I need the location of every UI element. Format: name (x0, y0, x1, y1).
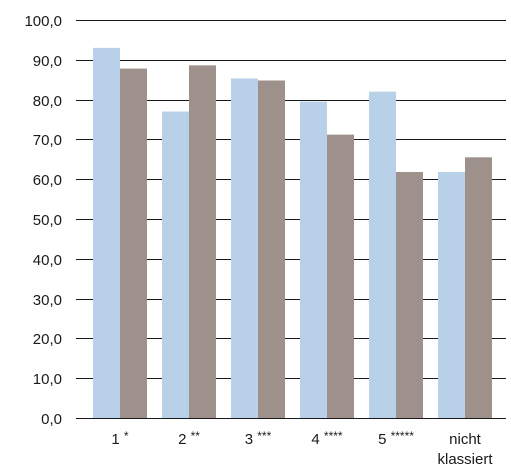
bar-series-2-0 (120, 68, 147, 418)
x-tick-label: nicht (449, 431, 482, 448)
bar-series-2-4 (396, 172, 423, 418)
bar-series-1-2 (231, 78, 258, 419)
y-tick-label: 100,0 (24, 13, 62, 30)
x-axis-tick-labels: 1 * 2 ** 3 *** 4 **** 5 ***** nicht klassiert (111, 429, 493, 468)
x-tick-label: 2 ** (178, 429, 200, 448)
x-tick-label: 4 **** (311, 429, 343, 448)
bar-series-1-1 (162, 111, 189, 418)
x-tick-label: klassiert (437, 451, 493, 466)
bar-series-2-3 (327, 134, 354, 418)
bar-series-1-3 (300, 101, 327, 418)
bars (76, 47, 506, 419)
y-axis-tick-labels: 0,0 10,0 20,0 30,0 40,0 50,0 60,0 70,0 80,0 90,0 1… (24, 13, 62, 428)
y-tick-label: 60,0 (33, 172, 62, 189)
x-tick-label: 5 ***** (378, 429, 414, 448)
y-tick-label: 20,0 (33, 331, 62, 348)
y-tick-label: 10,0 (33, 371, 62, 388)
y-tick-label: 70,0 (33, 132, 62, 149)
y-tick-label: 90,0 (33, 53, 62, 70)
y-tick-label: 50,0 (33, 212, 62, 229)
x-tick-label: 1 * (111, 429, 129, 448)
bar-series-2-5 (465, 157, 492, 418)
bar-series-2-1 (189, 65, 216, 418)
y-tick-label: 0,0 (41, 411, 62, 428)
bar-series-1-5 (438, 172, 465, 418)
bar-series-1-4 (369, 91, 396, 418)
y-tick-label: 40,0 (33, 252, 62, 269)
y-tick-label: 30,0 (33, 292, 62, 309)
bar-series-2-2 (258, 80, 285, 418)
bar-series-1-0 (93, 47, 120, 419)
gridlines (76, 20, 506, 419)
x-tick-label: 3 *** (245, 429, 272, 448)
y-tick-label: 80,0 (33, 93, 62, 110)
